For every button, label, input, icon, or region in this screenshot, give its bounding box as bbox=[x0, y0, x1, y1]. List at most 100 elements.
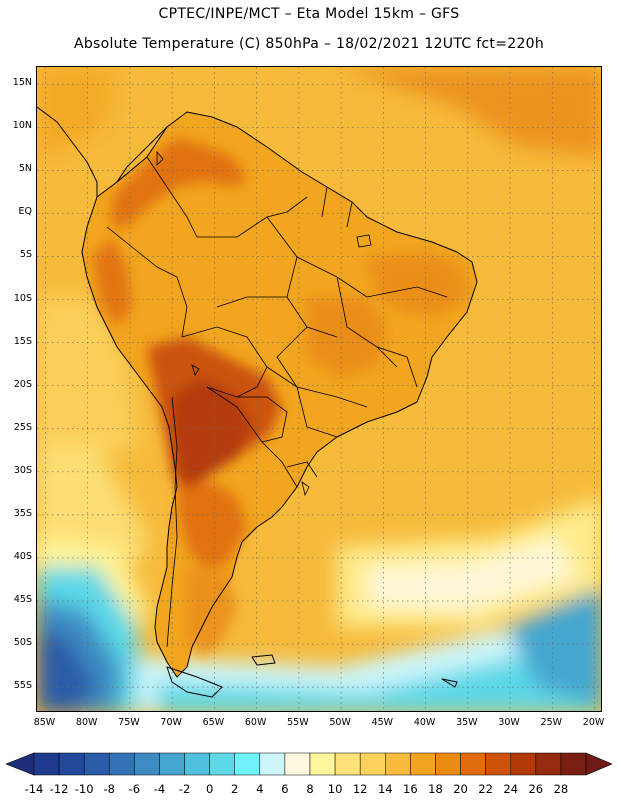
lat-label: 15N bbox=[12, 77, 32, 89]
colorbar-cell bbox=[334, 752, 361, 776]
tierra-del-fuego bbox=[166, 666, 223, 698]
colorbar-label: 2 bbox=[231, 782, 239, 796]
colorbar-cell bbox=[134, 752, 160, 776]
marajo-island bbox=[356, 234, 372, 248]
colorbar-cell bbox=[234, 752, 261, 776]
lon-label: 20W bbox=[582, 717, 605, 728]
hot-zone-northeast bbox=[367, 252, 467, 317]
brazil-states bbox=[216, 216, 448, 438]
colorbar-low-arrow bbox=[5, 752, 35, 776]
colorbar-label: 6 bbox=[281, 782, 289, 796]
lon-label: 35W bbox=[456, 717, 478, 728]
lakes bbox=[156, 150, 372, 497]
colorbar-cell bbox=[460, 752, 486, 776]
colorbar-cell bbox=[510, 752, 537, 776]
lon-label: 50W bbox=[329, 717, 351, 728]
lagoa-dos-patos bbox=[301, 481, 310, 497]
field-south-cold bbox=[157, 637, 601, 711]
lon-label: 55W bbox=[287, 717, 309, 728]
hot-zone-north bbox=[112, 137, 247, 227]
colorbar-label: 26 bbox=[528, 782, 544, 796]
colorbar-cell bbox=[209, 752, 235, 776]
border-colombia-peru bbox=[106, 226, 178, 278]
map-title-line2: Absolute Temperature (C) 850hPa – 18/02/… bbox=[73, 36, 545, 52]
field-southeast-pale bbox=[367, 537, 577, 612]
colorbar-label: 0 bbox=[205, 782, 214, 796]
field-warm-north bbox=[337, 67, 601, 157]
lat-label: 55S bbox=[13, 680, 32, 692]
lat-label: 5S bbox=[19, 249, 32, 261]
lon-label: 70W bbox=[160, 717, 182, 728]
colorbar-high-arrow bbox=[585, 752, 613, 776]
country-borders bbox=[106, 156, 448, 648]
colorbar-cells bbox=[33, 752, 587, 776]
colorbar-cell bbox=[410, 752, 436, 776]
colorbar-label: 10 bbox=[327, 782, 343, 796]
border-venezuela-brazil bbox=[197, 211, 288, 238]
border-guianas bbox=[286, 186, 353, 228]
warm-zone-patagonia bbox=[187, 567, 237, 657]
lat-label: 30S bbox=[13, 464, 32, 476]
lon-label: 60W bbox=[244, 717, 267, 728]
colorbar-label: -6 bbox=[128, 782, 141, 796]
coastline bbox=[37, 106, 478, 698]
colorbar-cell bbox=[284, 752, 311, 776]
hot-zone-brazil-central bbox=[307, 297, 387, 377]
very-hot-zone-argentina bbox=[172, 377, 252, 487]
colorbar-cell bbox=[359, 752, 386, 776]
colorbar-cell bbox=[58, 752, 85, 776]
map-title-line1: CPTEC/INPE/MCT – Eta Model 15km – GFS bbox=[158, 6, 460, 22]
colorbar-cell bbox=[159, 752, 185, 776]
colorbar-label: -14 bbox=[24, 782, 44, 796]
colorbar-cell bbox=[83, 752, 110, 776]
map-canvas bbox=[37, 67, 601, 711]
lat-label: 50S bbox=[13, 637, 32, 649]
colorbar-cell bbox=[560, 752, 587, 776]
colorbar-cell bbox=[435, 752, 461, 776]
colorbar-cell bbox=[259, 752, 286, 776]
lon-label: 75W bbox=[118, 717, 140, 728]
hot-zone-andes-north bbox=[92, 237, 132, 327]
border-argentina-north bbox=[206, 386, 298, 488]
field-warm-west bbox=[37, 67, 117, 157]
border-argentina-chile bbox=[166, 396, 178, 648]
lon-label: 45W bbox=[371, 717, 394, 728]
colorbar-label: 28 bbox=[553, 782, 569, 796]
border-paraguay bbox=[237, 396, 288, 443]
border-colombia-venezuela bbox=[146, 156, 198, 238]
colorbar-cell bbox=[385, 752, 411, 776]
south-america-land bbox=[82, 112, 477, 677]
colorbar-cell bbox=[33, 752, 60, 776]
lat-label: 20S bbox=[13, 378, 32, 390]
colorbar-label: 12 bbox=[352, 782, 368, 796]
south-georgia bbox=[441, 678, 458, 688]
lat-label: 5N bbox=[18, 163, 32, 175]
colorbar-label: -2 bbox=[178, 782, 191, 796]
coastline-outline bbox=[81, 111, 478, 678]
falkland-islands bbox=[251, 654, 276, 666]
lake-titicaca bbox=[191, 364, 200, 376]
lat-label: 40S bbox=[13, 550, 32, 562]
central-america-coast bbox=[37, 106, 98, 197]
field-west-ocean bbox=[37, 297, 137, 467]
caribbean-coast bbox=[116, 126, 168, 183]
color-scale-bar bbox=[5, 752, 613, 776]
lat-label: 15S bbox=[13, 335, 32, 347]
lon-label: 85W bbox=[33, 717, 56, 728]
colorbar-label: 22 bbox=[478, 782, 493, 796]
lon-label: 80W bbox=[75, 717, 98, 728]
lat-label: 10N bbox=[12, 120, 32, 132]
lon-label: 30W bbox=[498, 717, 520, 728]
lat-label: 45S bbox=[13, 594, 32, 606]
lake-maracaibo bbox=[156, 150, 164, 166]
lon-label: 40W bbox=[413, 717, 436, 728]
colorbar-label: -10 bbox=[74, 782, 94, 796]
colorbar-label: -8 bbox=[103, 782, 115, 796]
lon-label: 65W bbox=[202, 717, 225, 728]
colorbar-cell bbox=[485, 752, 511, 776]
temperature-map bbox=[36, 66, 602, 712]
lat-label: EQ bbox=[18, 206, 32, 218]
colorbar-cell bbox=[184, 752, 210, 776]
colorbar-label: -4 bbox=[153, 782, 166, 796]
lat-label: 35S bbox=[13, 507, 32, 519]
